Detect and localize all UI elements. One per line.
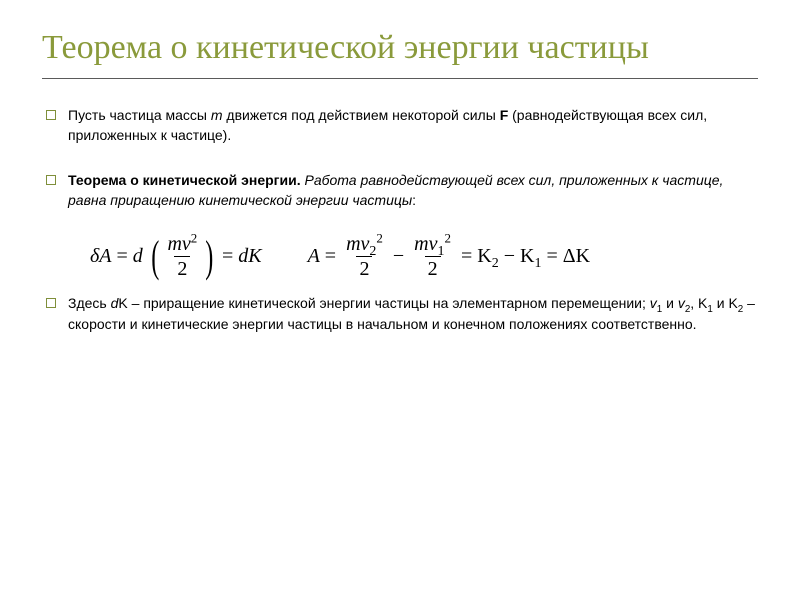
- eq1-eq2: =: [222, 245, 233, 268]
- p2-label: Теорема о кинетической энергии.: [68, 172, 301, 188]
- eq2-minus2: −: [504, 245, 515, 268]
- paren-left: (: [151, 239, 159, 274]
- eq2-eq3: =: [546, 245, 557, 268]
- title-rule: [42, 78, 758, 79]
- eq2-den1: 2: [425, 256, 441, 279]
- eq2-minus: −: [393, 245, 404, 268]
- p3-c: , K: [690, 295, 707, 311]
- eq2-A: A: [308, 245, 320, 268]
- eq1-sup: 2: [191, 231, 198, 246]
- equation-row: δA = d ( mv2 2 ) = dK A = mv22 2 −: [90, 234, 758, 279]
- slide-title: Теорема о кинетической энергии частицы: [42, 28, 758, 68]
- eq2-num2: mv: [346, 233, 369, 255]
- paren-right: ): [206, 239, 214, 274]
- p3-v1: v: [650, 295, 657, 311]
- bullet-3: Здесь dK – приращение кинетической энерг…: [46, 293, 758, 334]
- eq1-paren: ( mv2 2 ): [148, 234, 217, 279]
- p1-text-b: движется под действием некоторой силы: [223, 107, 500, 123]
- p2-colon: :: [412, 192, 416, 208]
- p3-b: – приращение кинетической энергии частиц…: [128, 295, 650, 311]
- eq1-d: d: [133, 245, 143, 268]
- eq2-eq2: =: [461, 245, 472, 268]
- eq2-K1: K1: [520, 245, 541, 268]
- eq2-K2: K2: [477, 245, 498, 268]
- eq2-eq: =: [325, 245, 336, 268]
- eq2-sup1: 2: [445, 231, 452, 246]
- eq2-num1: mv: [414, 233, 437, 255]
- eq1-eq: =: [117, 245, 128, 268]
- eq1-den: 2: [174, 256, 190, 279]
- body-list-2: Здесь dK – приращение кинетической энерг…: [42, 293, 758, 334]
- eq2-frac2: mv22 2: [343, 234, 386, 279]
- p1-var-m: m: [211, 107, 223, 123]
- p3-and2: и K: [713, 295, 738, 311]
- equation-1: δA = d ( mv2 2 ) = dK: [90, 234, 262, 279]
- equation-2: A = mv22 2 − mv12 2 = K2 − K1 = ΔK: [308, 234, 591, 279]
- eq1-deltaA: δA: [90, 245, 112, 268]
- bullet-1: Пусть частица массы m движется под дейст…: [46, 105, 758, 146]
- body-list: Пусть частица массы m движется под дейст…: [42, 105, 758, 210]
- bullet-2: Теорема о кинетической энергии. Работа р…: [46, 170, 758, 211]
- eq2-deltaK: ΔK: [563, 245, 590, 268]
- p3-v2: v: [678, 295, 685, 311]
- p3-a: Здесь: [68, 295, 111, 311]
- p1-text-a: Пусть частица массы: [68, 107, 211, 123]
- eq1-dK: dK: [238, 245, 261, 268]
- eq2-sup2: 2: [376, 231, 383, 246]
- p3-K: K: [118, 295, 127, 311]
- eq2-den2: 2: [356, 256, 372, 279]
- eq1-frac: mv2 2: [164, 234, 200, 279]
- p1-var-F: F: [500, 107, 509, 123]
- eq2-frac1: mv12 2: [411, 234, 454, 279]
- eq1-num: mv: [167, 233, 190, 255]
- p3-and1: и: [662, 295, 678, 311]
